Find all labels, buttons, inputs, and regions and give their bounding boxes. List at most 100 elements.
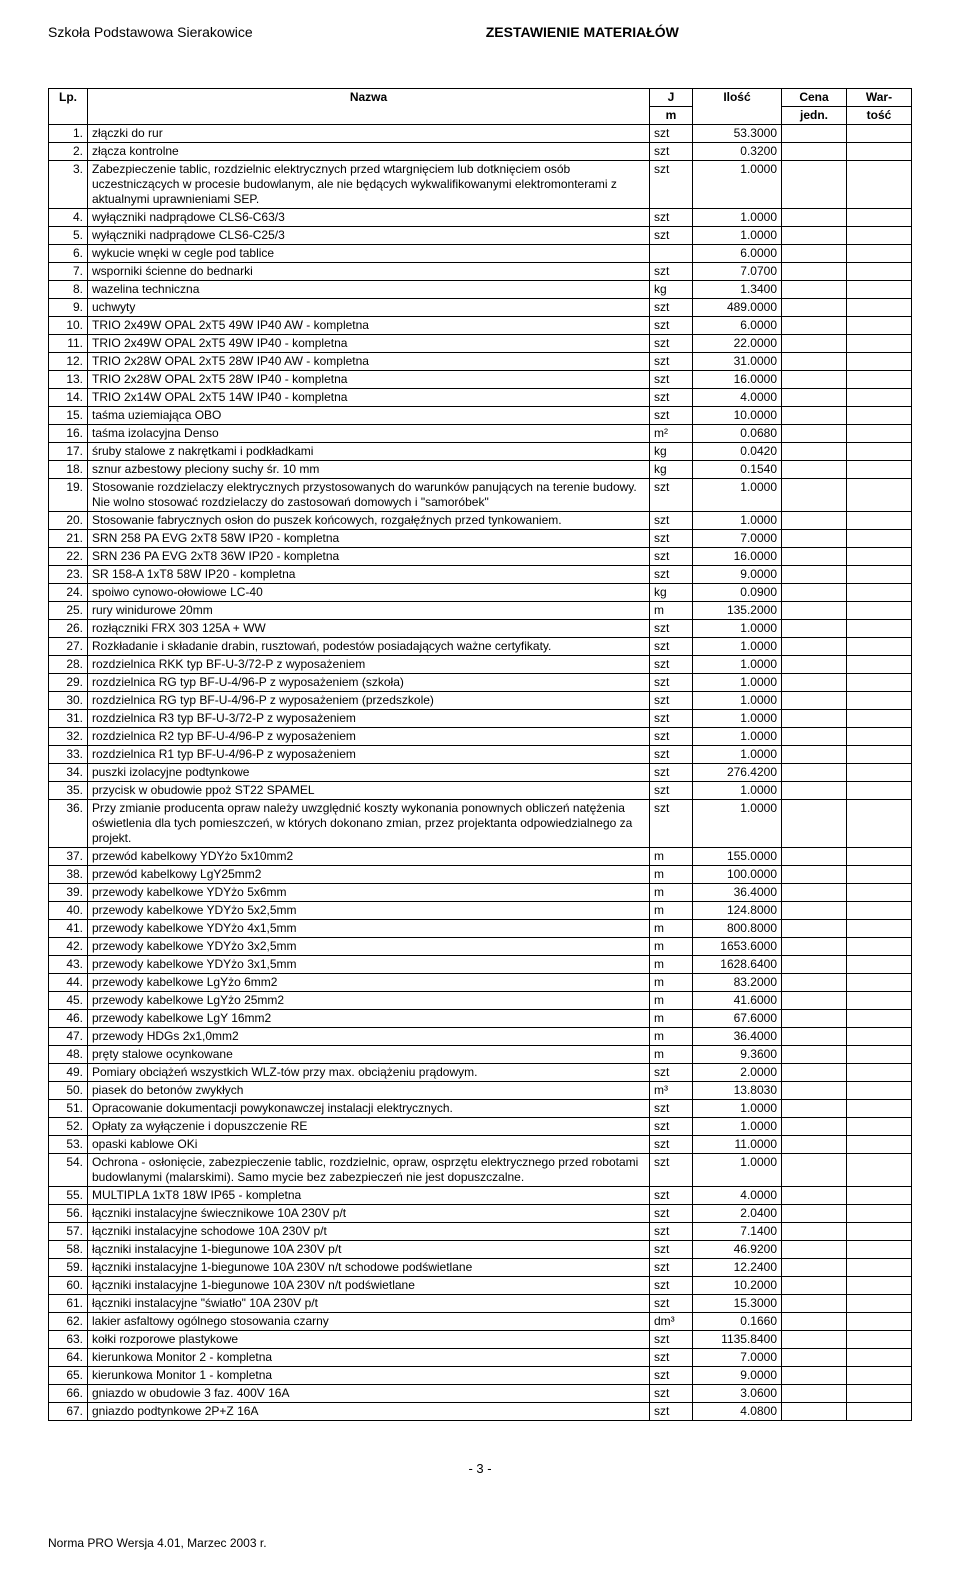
cell-ilosc: 10.0000 xyxy=(693,407,782,425)
cell-nazwa: TRIO 2x49W OPAL 2xT5 49W IP40 AW - kompl… xyxy=(88,317,650,335)
th-wart-sub: tość xyxy=(847,107,912,125)
cell-jm: szt xyxy=(650,371,693,389)
cell-cena xyxy=(782,800,847,848)
cell-wartosc xyxy=(847,566,912,584)
cell-cena xyxy=(782,512,847,530)
cell-jm: szt xyxy=(650,353,693,371)
cell-ilosc: 1.0000 xyxy=(693,710,782,728)
cell-lp: 18. xyxy=(49,461,88,479)
cell-wartosc xyxy=(847,902,912,920)
table-row: 34.puszki izolacyjne podtynkoweszt276.42… xyxy=(49,764,912,782)
cell-lp: 58. xyxy=(49,1241,88,1259)
cell-ilosc: 36.4000 xyxy=(693,1028,782,1046)
cell-jm: szt xyxy=(650,746,693,764)
table-row: 51.Opracowanie dokumentacji powykonawcze… xyxy=(49,1100,912,1118)
cell-ilosc: 1.0000 xyxy=(693,620,782,638)
table-row: 15.taśma uziemiająca OBOszt10.0000 xyxy=(49,407,912,425)
cell-ilosc: 1.0000 xyxy=(693,782,782,800)
cell-cena xyxy=(782,143,847,161)
cell-lp: 10. xyxy=(49,317,88,335)
cell-nazwa: kierunkowa Monitor 2 - kompletna xyxy=(88,1349,650,1367)
cell-cena xyxy=(782,1223,847,1241)
cell-nazwa: TRIO 2x28W OPAL 2xT5 28W IP40 AW - kompl… xyxy=(88,353,650,371)
cell-wartosc xyxy=(847,245,912,263)
cell-ilosc: 4.0000 xyxy=(693,1187,782,1205)
cell-jm: szt xyxy=(650,299,693,317)
table-row: 22.SRN 236 PA EVG 2xT8 36W IP20 - komple… xyxy=(49,548,912,566)
table-row: 61.łączniki instalacyjne "światło" 10A 2… xyxy=(49,1295,912,1313)
cell-cena xyxy=(782,425,847,443)
cell-cena xyxy=(782,245,847,263)
cell-ilosc: 67.6000 xyxy=(693,1010,782,1028)
table-row: 10.TRIO 2x49W OPAL 2xT5 49W IP40 AW - ko… xyxy=(49,317,912,335)
cell-lp: 66. xyxy=(49,1385,88,1403)
cell-wartosc xyxy=(847,389,912,407)
cell-ilosc: 1.0000 xyxy=(693,479,782,512)
cell-lp: 48. xyxy=(49,1046,88,1064)
cell-jm: kg xyxy=(650,443,693,461)
cell-cena xyxy=(782,1385,847,1403)
cell-wartosc xyxy=(847,1367,912,1385)
table-row: 8.wazelina technicznakg1.3400 xyxy=(49,281,912,299)
cell-ilosc: 22.0000 xyxy=(693,335,782,353)
cell-lp: 36. xyxy=(49,800,88,848)
header-title: ZESTAWIENIE MATERIAŁÓW xyxy=(486,24,679,40)
cell-wartosc xyxy=(847,1046,912,1064)
cell-jm: szt xyxy=(650,161,693,209)
cell-ilosc: 1.0000 xyxy=(693,1154,782,1187)
cell-nazwa: SRN 258 PA EVG 2xT8 58W IP20 - kompletna xyxy=(88,530,650,548)
cell-ilosc: 3.0600 xyxy=(693,1385,782,1403)
cell-wartosc xyxy=(847,407,912,425)
cell-ilosc: 1.3400 xyxy=(693,281,782,299)
cell-nazwa: Rozkładanie i składanie drabin, rusztowa… xyxy=(88,638,650,656)
cell-ilosc: 1.0000 xyxy=(693,656,782,674)
cell-nazwa: łączniki instalacyjne "światło" 10A 230V… xyxy=(88,1295,650,1313)
th-ilosc: Ilość xyxy=(693,89,782,125)
cell-ilosc: 1.0000 xyxy=(693,638,782,656)
cell-lp: 38. xyxy=(49,866,88,884)
cell-wartosc xyxy=(847,1010,912,1028)
cell-jm: szt xyxy=(650,1259,693,1277)
cell-wartosc xyxy=(847,1064,912,1082)
cell-cena xyxy=(782,530,847,548)
cell-cena xyxy=(782,407,847,425)
cell-jm: szt xyxy=(650,1403,693,1421)
cell-lp: 21. xyxy=(49,530,88,548)
cell-nazwa: Stosowanie rozdzielaczy elektrycznych pr… xyxy=(88,479,650,512)
cell-ilosc: 9.0000 xyxy=(693,566,782,584)
cell-nazwa: rozdzielnica RKK typ BF-U-3/72-P z wypos… xyxy=(88,656,650,674)
cell-ilosc: 4.0000 xyxy=(693,389,782,407)
cell-cena xyxy=(782,566,847,584)
cell-wartosc xyxy=(847,974,912,992)
cell-cena xyxy=(782,389,847,407)
cell-lp: 51. xyxy=(49,1100,88,1118)
cell-nazwa: przewody kabelkowe YDYżo 4x1,5mm xyxy=(88,920,650,938)
table-row: 32.rozdzielnica R2 typ BF-U-4/96-P z wyp… xyxy=(49,728,912,746)
cell-ilosc: 0.1660 xyxy=(693,1313,782,1331)
cell-cena xyxy=(782,548,847,566)
cell-ilosc: 1.0000 xyxy=(693,674,782,692)
cell-cena xyxy=(782,602,847,620)
cell-cena xyxy=(782,1100,847,1118)
cell-ilosc: 16.0000 xyxy=(693,548,782,566)
cell-wartosc xyxy=(847,992,912,1010)
cell-wartosc xyxy=(847,1118,912,1136)
table-row: 16.taśma izolacyjna Densom²0.0680 xyxy=(49,425,912,443)
cell-ilosc: 1.0000 xyxy=(693,746,782,764)
cell-wartosc xyxy=(847,1313,912,1331)
cell-ilosc: 124.8000 xyxy=(693,902,782,920)
cell-nazwa: łączniki instalacyjne 1-biegunowe 10A 23… xyxy=(88,1241,650,1259)
table-row: 24.spoiwo cynowo-ołowiowe LC-40kg0.0900 xyxy=(49,584,912,602)
footer-text: Norma PRO Wersja 4.01, Marzec 2003 r. xyxy=(48,1536,912,1550)
cell-ilosc: 1.0000 xyxy=(693,161,782,209)
cell-nazwa: taśma uziemiająca OBO xyxy=(88,407,650,425)
table-row: 37.przewód kabelkowy YDYżo 5x10mm2m155.0… xyxy=(49,848,912,866)
cell-jm: szt xyxy=(650,125,693,143)
cell-nazwa: lakier asfaltowy ogólnego stosowania cza… xyxy=(88,1313,650,1331)
cell-wartosc xyxy=(847,1154,912,1187)
cell-ilosc: 276.4200 xyxy=(693,764,782,782)
cell-nazwa: złączki do rur xyxy=(88,125,650,143)
cell-cena xyxy=(782,209,847,227)
cell-cena xyxy=(782,584,847,602)
cell-lp: 59. xyxy=(49,1259,88,1277)
